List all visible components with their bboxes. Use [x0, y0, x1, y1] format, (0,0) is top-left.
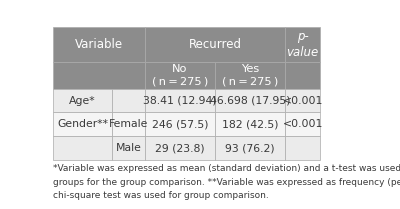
- Bar: [53, 28, 145, 62]
- Bar: [285, 62, 320, 89]
- Bar: [112, 136, 145, 160]
- Text: Variable: Variable: [75, 38, 123, 51]
- Bar: [285, 28, 320, 62]
- Text: Female: Female: [109, 119, 148, 129]
- Text: 29 (23.8): 29 (23.8): [155, 143, 205, 153]
- Text: 246 (57.5): 246 (57.5): [152, 119, 208, 129]
- Bar: [285, 89, 320, 112]
- Bar: [215, 89, 285, 112]
- Bar: [145, 28, 285, 62]
- Text: No
( n = 275 ): No ( n = 275 ): [152, 64, 208, 87]
- Text: <0.001: <0.001: [282, 96, 323, 106]
- Bar: [145, 62, 215, 89]
- Bar: [53, 136, 112, 160]
- Bar: [215, 112, 285, 136]
- Text: <0.001: <0.001: [282, 119, 323, 129]
- Bar: [285, 112, 320, 136]
- Text: 93 (76.2): 93 (76.2): [226, 143, 275, 153]
- Bar: [145, 136, 215, 160]
- Text: chi-square test was used for group comparison.: chi-square test was used for group compa…: [53, 191, 269, 200]
- Bar: [53, 62, 145, 89]
- Text: 38.41 (12.94): 38.41 (12.94): [143, 96, 217, 106]
- Bar: [215, 62, 285, 89]
- Text: 182 (42.5): 182 (42.5): [222, 119, 278, 129]
- Bar: [112, 89, 145, 112]
- Text: groups for the group comparison. **Variable was expressed as frequency (percenta: groups for the group comparison. **Varia…: [53, 178, 400, 187]
- Bar: [285, 136, 320, 160]
- Text: Yes
( n = 275 ): Yes ( n = 275 ): [222, 64, 278, 87]
- Text: Male: Male: [116, 143, 141, 153]
- Text: p-
value: p- value: [286, 30, 319, 59]
- Text: Gender**: Gender**: [57, 119, 108, 129]
- Bar: [145, 112, 215, 136]
- Text: *Variable was expressed as mean (standard deviation) and a t-test was used in in: *Variable was expressed as mean (standar…: [53, 164, 400, 173]
- Bar: [145, 89, 215, 112]
- Text: Recurred: Recurred: [189, 38, 242, 51]
- Bar: [53, 89, 112, 112]
- Text: Age*: Age*: [69, 96, 96, 106]
- Bar: [53, 112, 112, 136]
- Text: 46.698 (17.95): 46.698 (17.95): [210, 96, 290, 106]
- Bar: [112, 112, 145, 136]
- Bar: [215, 136, 285, 160]
